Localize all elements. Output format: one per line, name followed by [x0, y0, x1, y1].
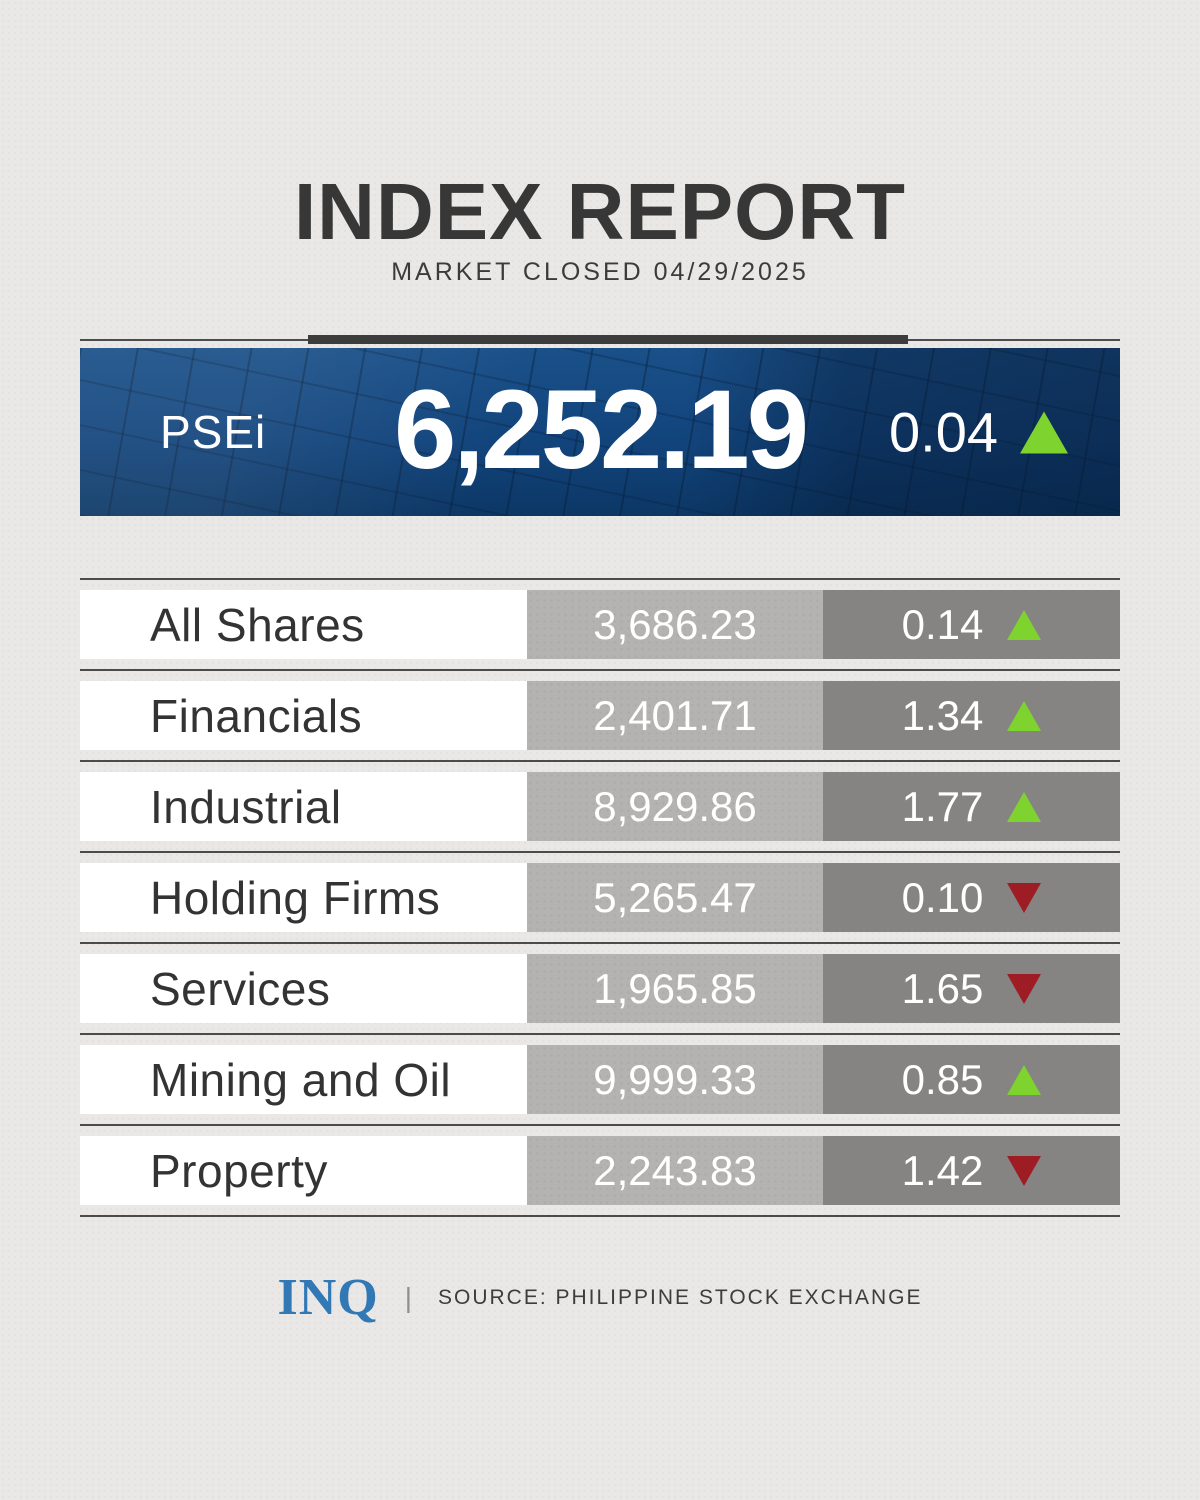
index-change: 1.65 — [823, 954, 1120, 1023]
table-row: Property 2,243.83 1.42 — [80, 1124, 1120, 1215]
index-change: 0.14 — [823, 590, 1120, 659]
footer: INQ | SOURCE: PHILIPPINE STOCK EXCHANGE — [0, 1268, 1200, 1327]
table-row: Industrial 8,929.86 1.77 — [80, 760, 1120, 851]
index-value: 1,965.85 — [527, 954, 823, 1023]
index-change: 1.34 — [823, 681, 1120, 750]
index-label: Services — [80, 954, 527, 1023]
index-label: All Shares — [80, 590, 527, 659]
table-row: All Shares 3,686.23 0.14 — [80, 578, 1120, 669]
inquirer-logo: INQ — [277, 1269, 379, 1326]
table-row: Mining and Oil 9,999.33 0.85 — [80, 1033, 1120, 1124]
table-bottom-line — [80, 1215, 1120, 1217]
change-direction-icon — [1007, 1064, 1042, 1095]
index-table: All Shares 3,686.23 0.14 Financials 2,40… — [80, 578, 1120, 1217]
footer-divider: | — [404, 1281, 412, 1313]
table-row: Financials 2,401.71 1.34 — [80, 669, 1120, 760]
index-change: 1.42 — [823, 1136, 1120, 1205]
index-change: 0.85 — [823, 1045, 1120, 1114]
table-row: Holding Firms 5,265.47 0.10 — [80, 851, 1120, 942]
index-value: 5,265.47 — [527, 863, 823, 932]
page-title: INDEX REPORT — [293, 167, 907, 256]
up-triangle-icon — [1020, 411, 1068, 453]
index-value: 9,999.33 — [527, 1045, 823, 1114]
change-value: 0.85 — [901, 1055, 984, 1103]
index-value: 8,929.86 — [527, 772, 823, 841]
index-label: Mining and Oil — [80, 1045, 527, 1114]
psei-banner: PSEi 6,252.19 0.04 — [80, 348, 1120, 516]
change-direction-icon — [1007, 1155, 1042, 1186]
change-direction-icon — [1007, 609, 1042, 640]
change-value: 0.14 — [901, 600, 984, 648]
index-label: Holding Firms — [80, 863, 527, 932]
table-row: Services 1,965.85 1.65 — [80, 942, 1120, 1033]
page-subtitle: MARKET CLOSED 04/29/2025 — [391, 258, 809, 286]
main-index-change: 0.04 — [889, 400, 1068, 465]
index-value: 3,686.23 — [527, 590, 823, 659]
change-value: 1.42 — [901, 1146, 984, 1194]
index-value: 2,243.83 — [527, 1136, 823, 1205]
source-credit: SOURCE: PHILIPPINE STOCK EXCHANGE — [437, 1285, 923, 1309]
main-change-value: 0.04 — [889, 400, 998, 464]
header-accent-bar — [308, 335, 908, 344]
index-value: 2,401.71 — [527, 681, 823, 750]
index-label: Property — [80, 1136, 527, 1205]
index-label: Industrial — [80, 772, 527, 841]
change-value: 0.10 — [901, 873, 984, 921]
change-direction-icon — [1007, 973, 1042, 1004]
main-index-name: PSEi — [160, 406, 267, 458]
index-change: 1.77 — [823, 772, 1120, 841]
index-label: Financials — [80, 681, 527, 750]
index-change: 0.10 — [823, 863, 1120, 932]
change-value: 1.65 — [901, 964, 984, 1012]
change-direction-icon — [1007, 700, 1042, 731]
change-direction-icon — [1007, 882, 1042, 913]
main-index-value: 6,252.19 — [394, 366, 809, 492]
change-direction-icon — [1007, 791, 1042, 822]
change-value: 1.34 — [901, 691, 984, 739]
stock-exchange-photo — [80, 348, 1120, 516]
change-value: 1.77 — [901, 782, 984, 830]
